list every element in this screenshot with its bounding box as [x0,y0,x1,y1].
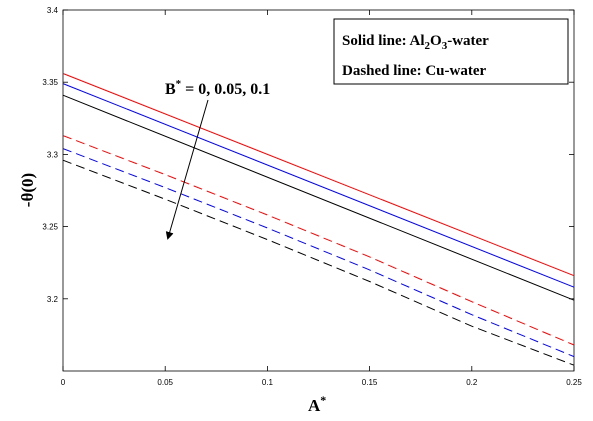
x-tick-label: 0.15 [362,378,378,387]
ticks-layer: 0 0.05 0.1 0.15 0.2 0.25 3.2 3.25 3.3 3.35 3.4 [42,6,582,387]
series-line-solid-0 [62,73,575,277]
annotation-suffix: = 0, 0.05, 0.1 [181,81,270,98]
annotation-arrow [165,99,209,240]
annotation-label: B* = 0, 0.05, 0.1 [165,78,270,98]
legend-solid-sub1: 2 [425,40,431,52]
y-tick-label: 3.25 [42,223,58,232]
legend-solid-sub2: 3 [442,40,448,52]
x-tick-label: 0.1 [262,378,274,387]
x-tick-label: 0.25 [566,378,582,387]
y-axis-title: -θ(0) [18,173,37,207]
legend-entry-dashed: Dashed line: Cu-water [342,63,486,79]
annotation: B* = 0, 0.05, 0.1 [165,78,270,240]
series-line-solid-2 [62,94,575,301]
legend-solid-mid: O [430,33,442,49]
annotation-sup: * [176,78,182,90]
x-tick-label: 0.2 [466,378,478,387]
annotation-prefix: B [165,81,176,98]
y-tick-label: 3.4 [47,6,59,15]
series-line-solid-1 [62,83,575,288]
series-layer [62,73,575,366]
series-line-dashed-4 [62,148,575,358]
legend-solid-prefix: Solid line: Al [342,33,425,49]
legend-entry-solid: Solid line: Al2O3-water [342,33,489,52]
legend: Solid line: Al2O3-water Dashed line: Cu-… [333,18,569,85]
legend-solid-suffix: -water [447,33,489,49]
x-axis-title-sup: * [320,393,326,407]
series-line-dashed-3 [62,135,575,346]
y-tick-label: 3.3 [47,150,59,159]
x-tick-label: 0 [61,378,66,387]
series-line-dashed-5 [62,159,575,366]
x-axis-title-main: A [308,396,321,415]
x-axis-title: A* [308,393,326,415]
x-tick-label: 0.05 [157,378,173,387]
legend-box [333,18,569,85]
y-tick-label: 3.35 [42,78,58,87]
y-tick-label: 3.2 [47,295,59,304]
